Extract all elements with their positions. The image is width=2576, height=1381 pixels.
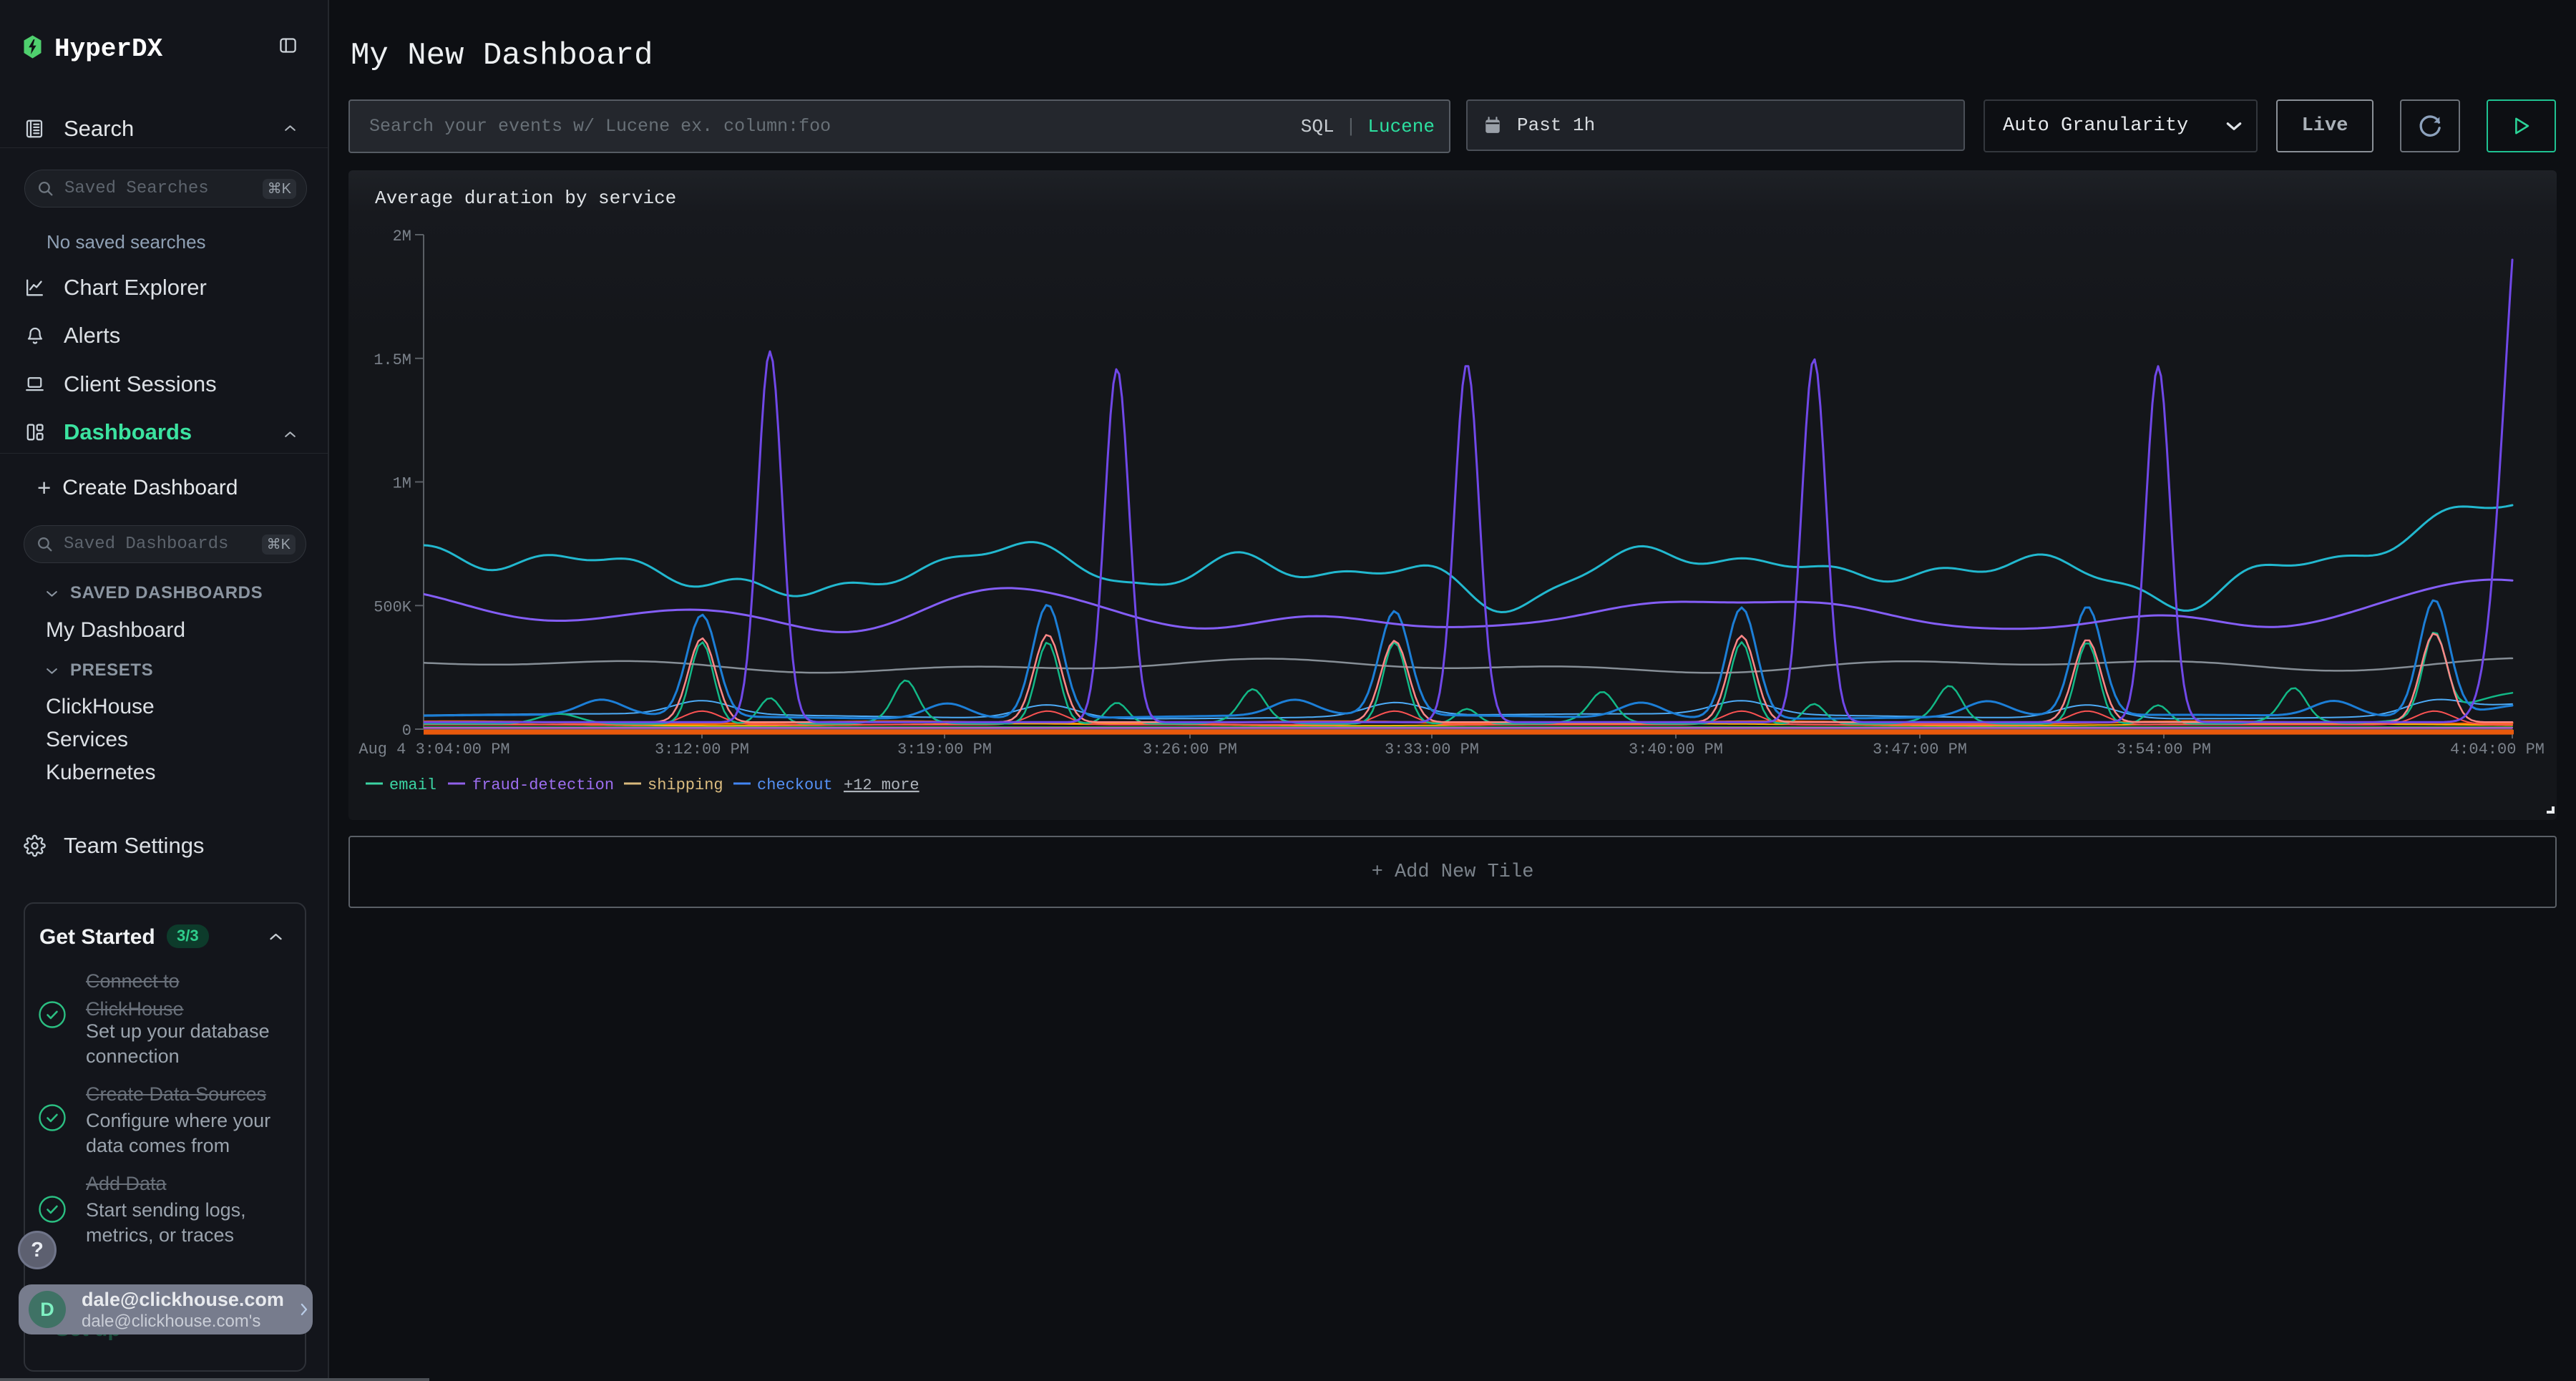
svg-text:1.5M: 1.5M bbox=[374, 351, 411, 369]
svg-text:2M: 2M bbox=[393, 228, 411, 245]
svg-text:500K: 500K bbox=[374, 598, 412, 616]
svg-text:3:19:00 PM: 3:19:00 PM bbox=[897, 741, 992, 758]
svg-text:checkout: checkout bbox=[757, 776, 833, 794]
svg-text:1M: 1M bbox=[393, 475, 411, 493]
svg-text:email: email bbox=[389, 776, 436, 794]
svg-text:3:12:00 PM: 3:12:00 PM bbox=[655, 741, 749, 758]
svg-text:3:33:00 PM: 3:33:00 PM bbox=[1385, 741, 1479, 758]
svg-text:3:47:00 PM: 3:47:00 PM bbox=[1873, 741, 1967, 758]
svg-text:+12 more: +12 more bbox=[844, 776, 919, 794]
svg-text:3:54:00 PM: 3:54:00 PM bbox=[2117, 741, 2211, 758]
svg-text:Aug 4 3:04:00 PM: Aug 4 3:04:00 PM bbox=[358, 741, 509, 758]
svg-text:3:40:00 PM: 3:40:00 PM bbox=[1629, 741, 1723, 758]
svg-text:4:04:00 PM: 4:04:00 PM bbox=[2450, 741, 2545, 758]
svg-text:0: 0 bbox=[402, 722, 411, 740]
svg-text:3:26:00 PM: 3:26:00 PM bbox=[1143, 741, 1237, 758]
svg-text:fraud-detection: fraud-detection bbox=[472, 776, 614, 794]
svg-text:shipping: shipping bbox=[648, 776, 723, 794]
